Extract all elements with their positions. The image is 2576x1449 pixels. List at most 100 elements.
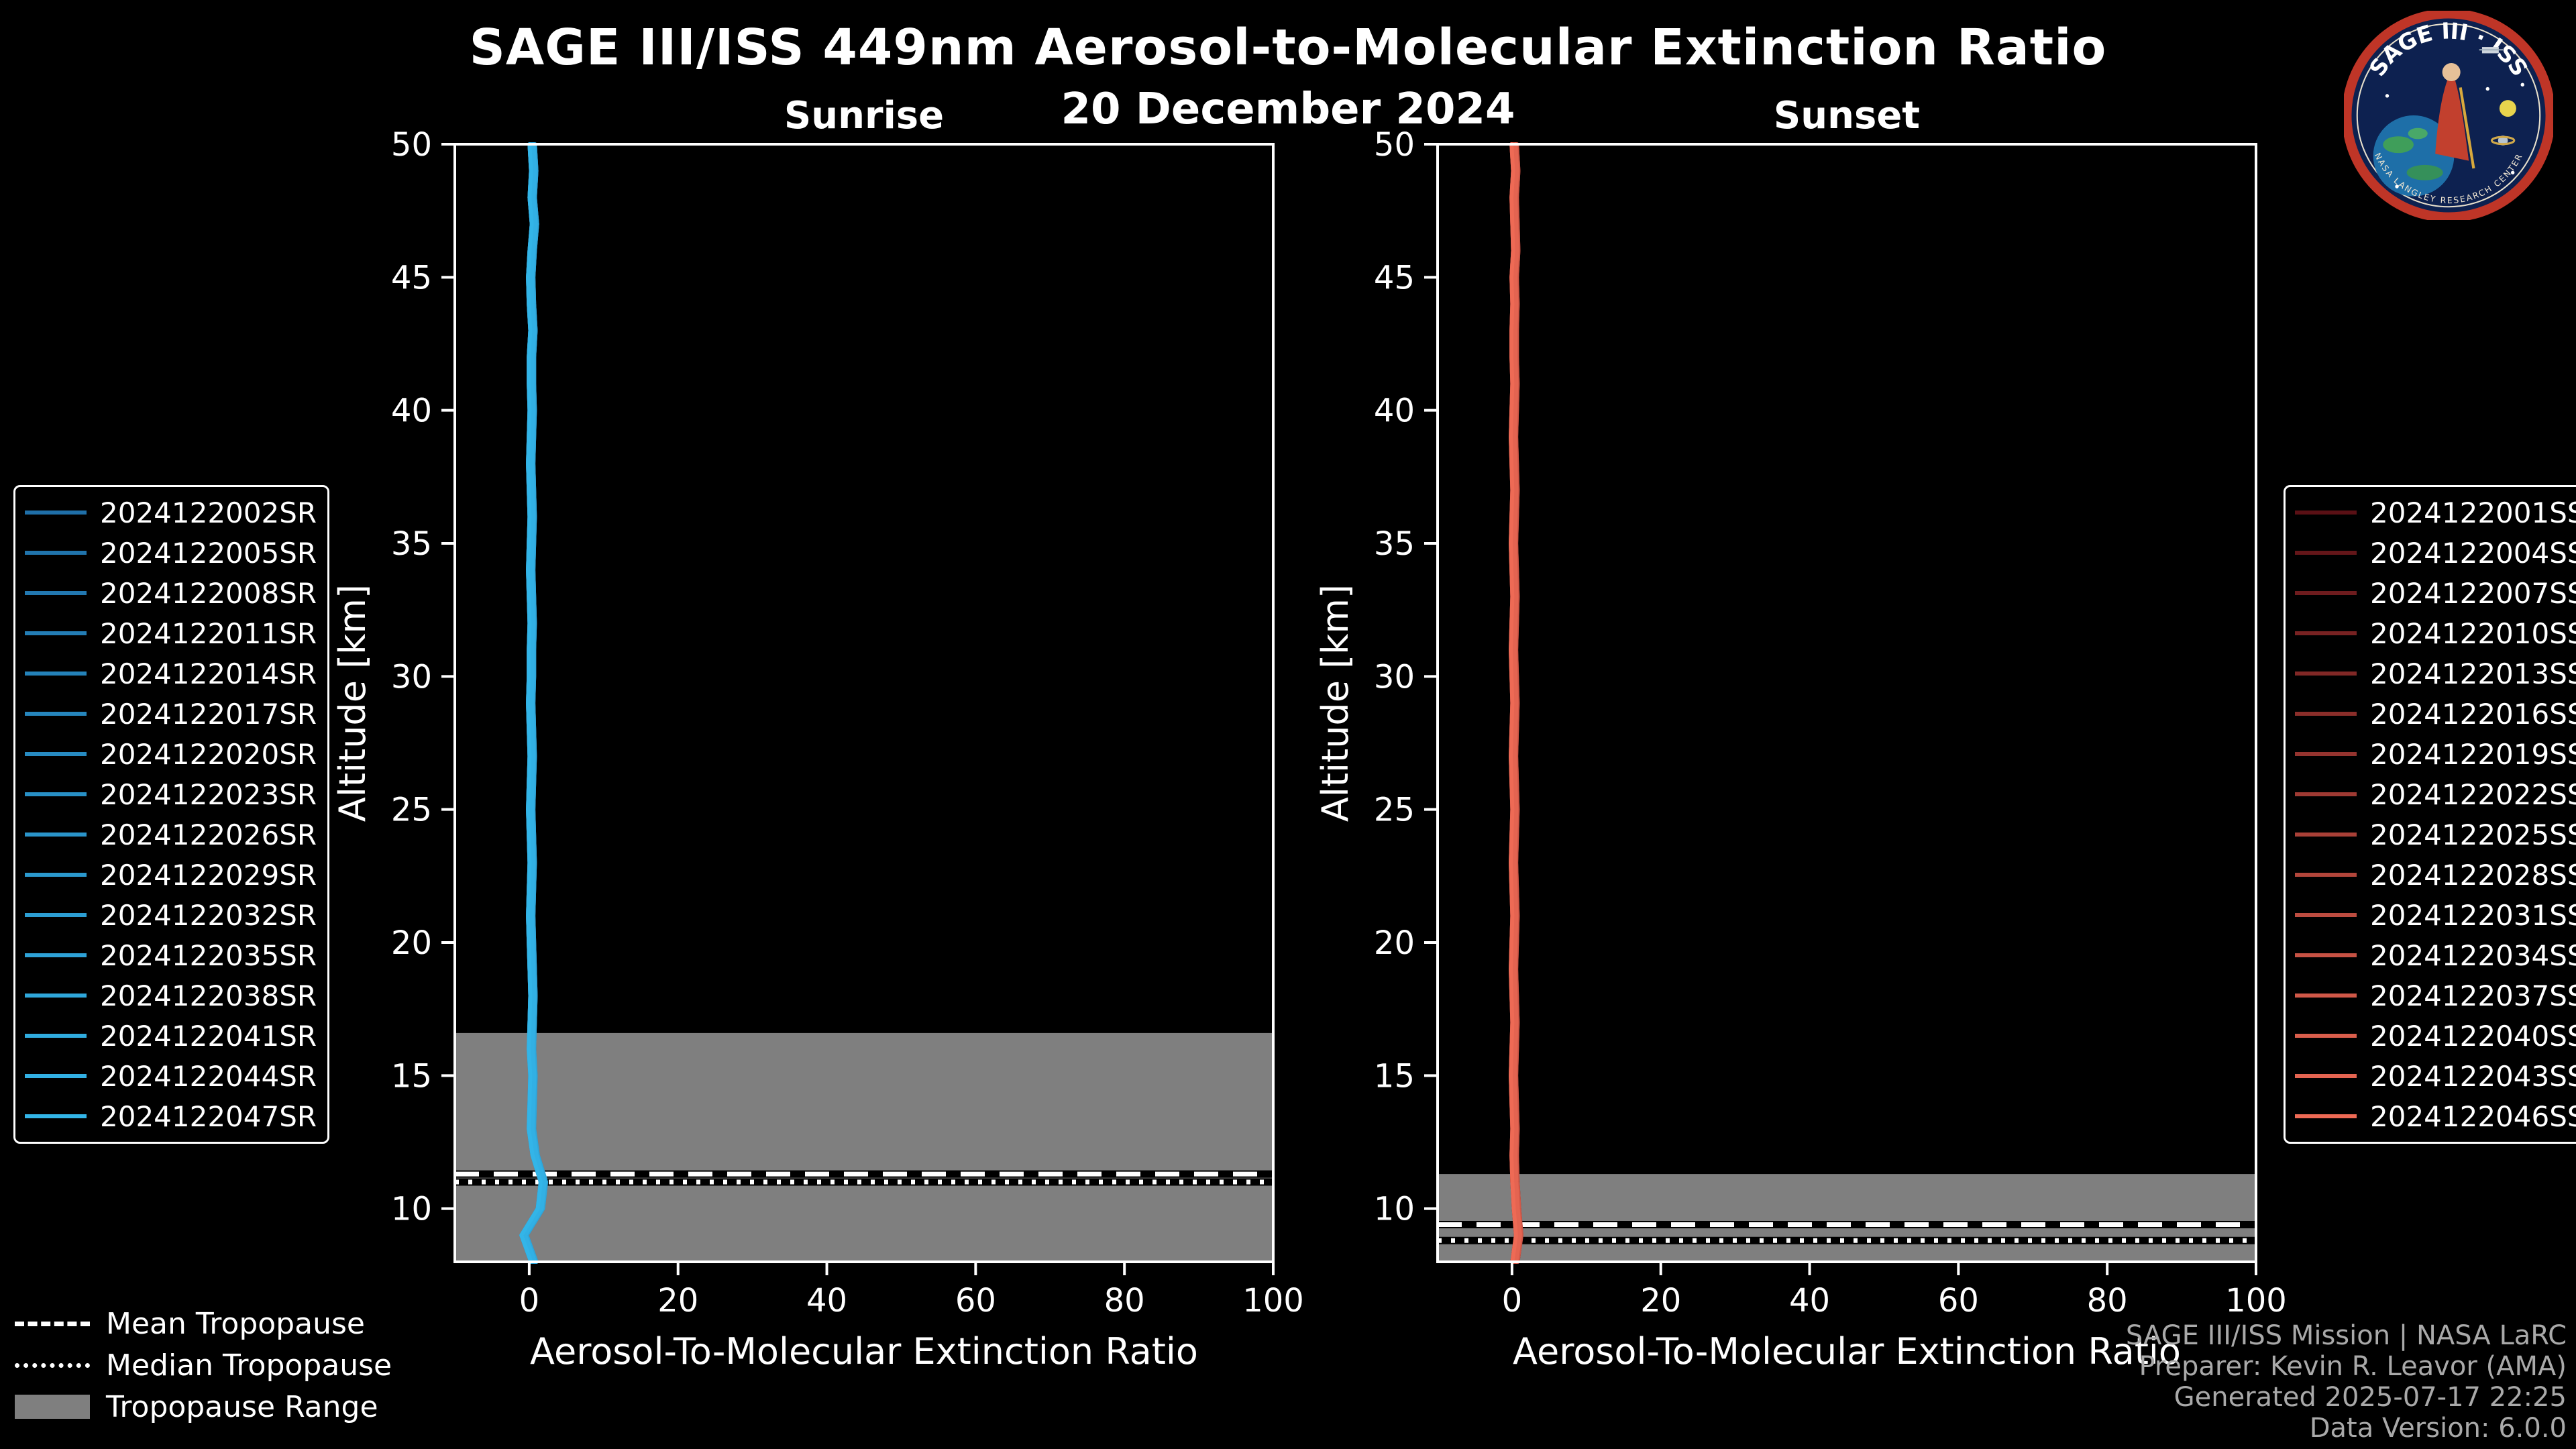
tropopause-legend: Mean Tropopause Median Tropopause Tropop… [15,1303,392,1428]
svg-text:25: 25 [1374,792,1415,829]
legend-line-swatch [25,1114,87,1118]
svg-text:40: 40 [1374,392,1415,430]
legend-item-label: 2024122014SR [100,657,317,690]
legend-line-swatch [25,752,87,756]
svg-text:100: 100 [1242,1282,1304,1320]
svg-text:20: 20 [1640,1282,1681,1320]
legend-line-swatch [2295,953,2357,957]
svg-text:45: 45 [1374,259,1415,297]
sunset-panel-title: Sunset [1773,94,1921,138]
star [2510,170,2515,174]
sage-iii-iss-logo: SAGE III · ISS NASA LANGLEY RESEARCH CEN… [2344,11,2553,220]
svg-text:45: 45 [391,259,432,297]
legend-line-swatch [25,873,87,877]
legend-item-label: 2024122020SR [100,737,317,771]
credits-block: SAGE III/ISS Mission | NASA LaRC Prepare… [2126,1320,2567,1444]
legend-item: 2024122001SS [2295,492,2576,533]
legend-item-label: Median Tropopause [106,1348,392,1383]
legend-item-label: 2024122043SS [2370,1059,2576,1093]
legend-item: 2024122046SS [2295,1096,2576,1136]
median-tropopause-dot-swatch [15,1362,90,1368]
logo-figure-head [2442,63,2461,82]
legend-line-swatch [25,913,87,917]
svg-text:Altitude [km]: Altitude [km] [1318,584,1356,822]
legend-item: 2024122025SS [2295,814,2576,855]
logo-figure [2435,76,2469,161]
legend-item: 2024122017SR [25,694,317,734]
legend-line-swatch [2295,994,2357,998]
legend-line-swatch [2295,712,2357,716]
legend-item: 2024122028SS [2295,855,2576,895]
legend-item: 2024122005SR [25,533,317,573]
legend-line-swatch [25,833,87,837]
tropopause-range-swatch [15,1395,90,1419]
legend-item-label: 2024122025SS [2370,818,2576,851]
page-title: SAGE III/ISS 449nm Aerosol-to-Molecular … [469,19,2107,76]
svg-text:30: 30 [391,658,432,696]
star [2485,87,2489,91]
svg-text:20: 20 [1374,924,1415,962]
legend-item: 2024122026SR [25,814,317,855]
svg-text:0: 0 [519,1282,540,1320]
legend-item: 2024122044SR [25,1056,317,1096]
legend-item: 2024122035SR [25,935,317,975]
legend-item: 2024122013SS [2295,653,2576,694]
mean-tropopause-dash-swatch [15,1321,90,1326]
sunrise-event-legend: 2024122002SR 2024122005SR 2024122008SR 2024… [13,485,330,1144]
svg-text:40: 40 [1789,1282,1830,1320]
svg-text:20: 20 [391,924,432,962]
legend-line-swatch [2295,873,2357,877]
legend-item: 2024122022SS [2295,774,2576,814]
legend-item: 2024122041SR [25,1016,317,1056]
legend-item-label: 2024122013SS [2370,657,2576,690]
legend-line-swatch [25,551,87,555]
legend-item: 2024122040SS [2295,1016,2576,1056]
credit-line: Preparer: Kevin R. Leavor (AMA) [2139,1351,2567,1382]
svg-text:Altitude [km]: Altitude [km] [335,584,374,822]
legend-item: 2024122014SR [25,653,317,694]
svg-text:0: 0 [1502,1282,1523,1320]
legend-item: 2024122010SS [2295,613,2576,653]
legend-item-label: 2024122011SR [100,616,317,650]
earth-landmass [2406,164,2443,180]
legend-item-label: 2024122001SS [2370,496,2576,529]
planet-ring [2490,136,2516,146]
svg-text:Aerosol-To-Molecular Extinctio: Aerosol-To-Molecular Extinction Ratio [530,1330,1198,1373]
legend-item: 2024122043SS [2295,1056,2576,1096]
legend-line-swatch [2295,833,2357,837]
star [2385,94,2390,98]
legend-item-label: 2024122010SS [2370,616,2576,650]
legend-item-label: 2024122035SR [100,938,317,972]
legend-item-label: 2024122022SS [2370,777,2576,811]
legend-item: Median Tropopause [15,1344,392,1386]
legend-item-label: 2024122028SS [2370,858,2576,892]
legend-line-swatch [2295,551,2357,555]
legend-item: 2024122034SS [2295,935,2576,975]
legend-item-label: 2024122034SS [2370,938,2576,972]
legend-item: 2024122038SR [25,975,317,1016]
legend-item: Mean Tropopause [15,1303,392,1344]
legend-item-label: 2024122029SR [100,858,317,892]
legend-line-swatch [25,591,87,595]
legend-line-swatch [2295,913,2357,917]
legend-item: 2024122037SS [2295,975,2576,1016]
legend-item-label: 2024122037SS [2370,979,2576,1012]
svg-text:30: 30 [1374,658,1415,696]
legend-item: 2024122011SR [25,613,317,653]
svg-text:80: 80 [1104,1282,1145,1320]
svg-text:15: 15 [1374,1057,1415,1095]
legend-item-label: 2024122031SS [2370,898,2576,932]
svg-text:10: 10 [391,1191,432,1228]
svg-text:40: 40 [806,1282,847,1320]
legend-item-label: 2024122023SR [100,777,317,811]
legend-line-swatch [2295,631,2357,635]
legend-line-swatch [25,953,87,957]
earth-landmass [2408,127,2428,140]
star [2520,83,2524,87]
legend-line-swatch [25,792,87,796]
legend-item-label: 2024122016SS [2370,697,2576,731]
credit-line: SAGE III/ISS Mission | NASA LaRC [2125,1320,2567,1351]
legend-item-label: 2024122038SR [100,979,317,1012]
